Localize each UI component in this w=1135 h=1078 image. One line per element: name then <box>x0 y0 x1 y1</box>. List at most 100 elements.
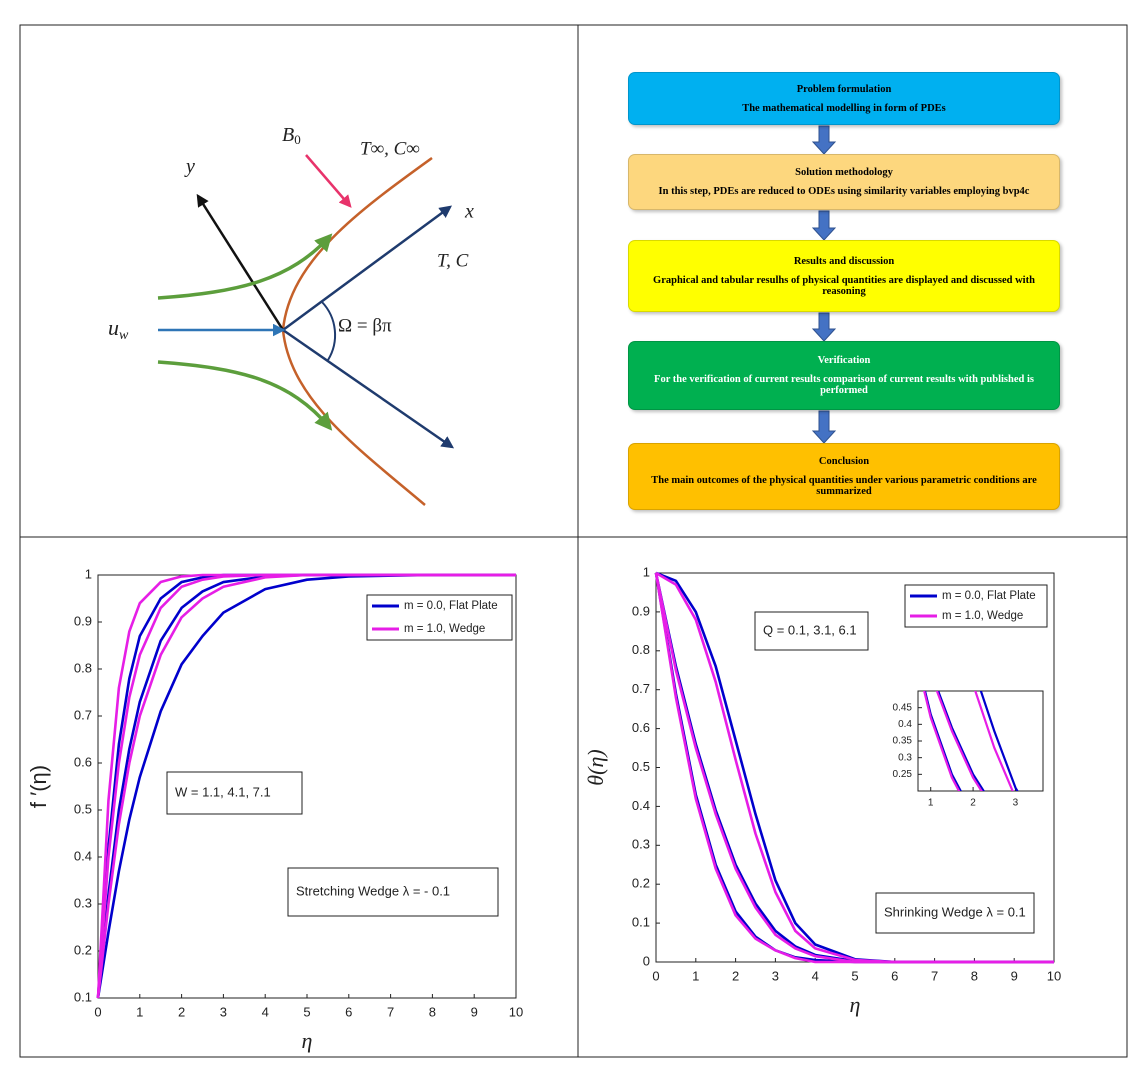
x-axis-label: η <box>302 1028 313 1053</box>
annotation: Stretching Wedge λ = - 0.1 <box>296 883 450 898</box>
y-tick-label: 0 <box>643 953 650 968</box>
x-tick-label: 10 <box>1047 968 1061 983</box>
x-tick-label: 5 <box>303 1004 310 1019</box>
legend-label: m = 0.0, Flat Plate <box>404 600 498 612</box>
x-tick-label: 6 <box>345 1004 352 1019</box>
x-tick-label: 7 <box>387 1004 394 1019</box>
x-tick-label: 1 <box>928 798 934 809</box>
y-tick-label: 0.1 <box>74 989 92 1004</box>
legend-label: m = 0.0, Flat Plate <box>942 590 1036 602</box>
y-tick-label: 0.4 <box>632 798 650 813</box>
charts: 0 1 2 3 4 5 6 7 8 9 100.10.20.30.40.50.60.70.80.91… <box>26 564 1061 1053</box>
flow-step: Results and discussion Graphical and tabu… <box>628 240 1060 312</box>
step-text: For the verification of current results … <box>654 374 1034 396</box>
flow-step: Verification For the verification of curr… <box>628 341 1060 410</box>
y-tick-label: 0.45 <box>893 702 913 713</box>
y-tick-label: 0.7 <box>74 707 92 722</box>
step-title: Solution methodology <box>795 167 893 178</box>
flow-step: Solution methodology In this step, PDEs a… <box>628 154 1060 210</box>
x-tick-label: 7 <box>931 968 938 983</box>
y-tick-label: 0.3 <box>898 752 912 763</box>
x-tick-label: 8 <box>971 968 978 983</box>
y-tick-label: 0.1 <box>632 915 650 930</box>
step-text: Graphical and tabular resulhs of physica… <box>653 274 1035 297</box>
velocity-label: uw <box>108 315 129 343</box>
legend-box <box>904 584 1048 628</box>
y-tick-label: 0.7 <box>632 681 650 696</box>
y-tick-label: 0.6 <box>632 720 650 735</box>
y-tick-label: 0.4 <box>74 848 92 863</box>
step-title: Results and discussion <box>793 255 895 267</box>
step-text: The mathematical modelling in form of PD… <box>742 102 946 114</box>
step-title: Problem formulation <box>796 83 892 95</box>
curve <box>923 691 961 791</box>
x-tick-label: 3 <box>772 968 779 983</box>
step-title: Conclusion <box>818 456 870 467</box>
schematic <box>157 154 455 506</box>
y-tick-label: 1 <box>85 566 92 581</box>
flow-arrows <box>811 125 837 444</box>
flow-step: Conclusion The main outcomes of the physi… <box>628 443 1060 510</box>
schematic-labels: B0 T∞, C∞ y x T, C uw Ω = βπ <box>108 124 474 344</box>
legend-label: m = 1.0, Wedge <box>942 610 1023 622</box>
y-tick-label: 0.8 <box>74 660 92 675</box>
x-tick-label: 4 <box>812 968 819 983</box>
y-tick-label: 0.6 <box>74 754 92 769</box>
x-tick-label: 4 <box>262 1004 269 1019</box>
x-tick-label: 10 <box>509 1004 523 1019</box>
curve <box>979 691 1019 791</box>
label-base: u <box>108 315 119 340</box>
y-tick-label: 0.35 <box>893 736 913 747</box>
curve <box>96 573 516 999</box>
panel-frame <box>19 24 1128 1058</box>
x-tick-label: 2 <box>178 1004 185 1019</box>
curve <box>96 573 516 999</box>
step-text: The main outcomes of the physical quanti… <box>651 475 1037 497</box>
x-tick-label: 6 <box>891 968 898 983</box>
x-tick-label: 5 <box>851 968 858 983</box>
y-tick-label: 0.5 <box>74 801 92 816</box>
y-tick-label: 0.9 <box>632 603 650 618</box>
label-base: B <box>282 124 294 146</box>
y-axis-label: θ(η) <box>583 749 608 785</box>
x-tick-label: 9 <box>471 1004 478 1019</box>
annotation: W = 1.1, 4.1, 7.1 <box>175 784 271 799</box>
x-tick-label: 9 <box>1011 968 1018 983</box>
step-title: Verification <box>817 355 871 366</box>
curve <box>655 571 1054 964</box>
annotation: Q = 0.1, 3.1, 6.1 <box>763 622 857 637</box>
label-sub: w <box>119 328 129 343</box>
annotation-box <box>875 892 1035 934</box>
x-tick-label: 2 <box>732 968 739 983</box>
annotation-box <box>754 611 869 651</box>
legend-box <box>366 594 513 641</box>
y-tick-label: 0.2 <box>74 942 92 957</box>
annotation-box <box>287 867 499 917</box>
annotation: Shrinking Wedge λ = 0.1 <box>884 904 1026 919</box>
wall-label: T, C <box>437 250 469 271</box>
y-tick-label: 0.4 <box>898 719 912 730</box>
y-tick-label: 0.3 <box>74 895 92 910</box>
label-sub: 0 <box>294 132 301 147</box>
x-tick-label: 0 <box>652 968 659 983</box>
field-label: B0 <box>282 124 301 147</box>
x-tick-label: 3 <box>220 1004 227 1019</box>
y-tick-label: 0.9 <box>74 613 92 628</box>
x-tick-label: 1 <box>136 1004 143 1019</box>
y-axis-label: y <box>184 156 195 178</box>
annotation-box <box>166 771 303 815</box>
y-tick-label: 0.8 <box>632 642 650 657</box>
y-axis-label: f ′(η) <box>26 765 51 808</box>
x-axis-label: x <box>464 201 474 223</box>
flow-step: Problem formulation The mathematical mode… <box>628 72 1060 125</box>
x-tick-label: 0 <box>94 1004 101 1019</box>
x-axis-label: η <box>850 992 861 1017</box>
x-tick-label: 3 <box>1013 798 1019 809</box>
x-tick-label: 1 <box>692 968 699 983</box>
angle-label: Ω = βπ <box>338 315 392 336</box>
y-tick-label: 1 <box>643 564 650 579</box>
x-tick-label: 8 <box>429 1004 436 1019</box>
ambient-label: T∞, C∞ <box>360 138 420 159</box>
